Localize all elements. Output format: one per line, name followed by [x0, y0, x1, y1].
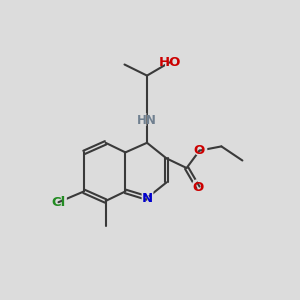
Text: O: O	[190, 178, 206, 196]
Text: O: O	[192, 142, 207, 160]
Text: O: O	[194, 144, 205, 157]
Text: HN: HN	[133, 112, 161, 130]
Text: O: O	[192, 181, 204, 194]
Text: HN: HN	[137, 114, 157, 127]
Text: HO: HO	[158, 56, 181, 69]
Text: N: N	[140, 189, 154, 207]
Text: Cl: Cl	[51, 196, 66, 209]
Text: HO: HO	[154, 53, 184, 71]
Text: Cl: Cl	[49, 193, 68, 211]
Text: N: N	[141, 191, 153, 205]
